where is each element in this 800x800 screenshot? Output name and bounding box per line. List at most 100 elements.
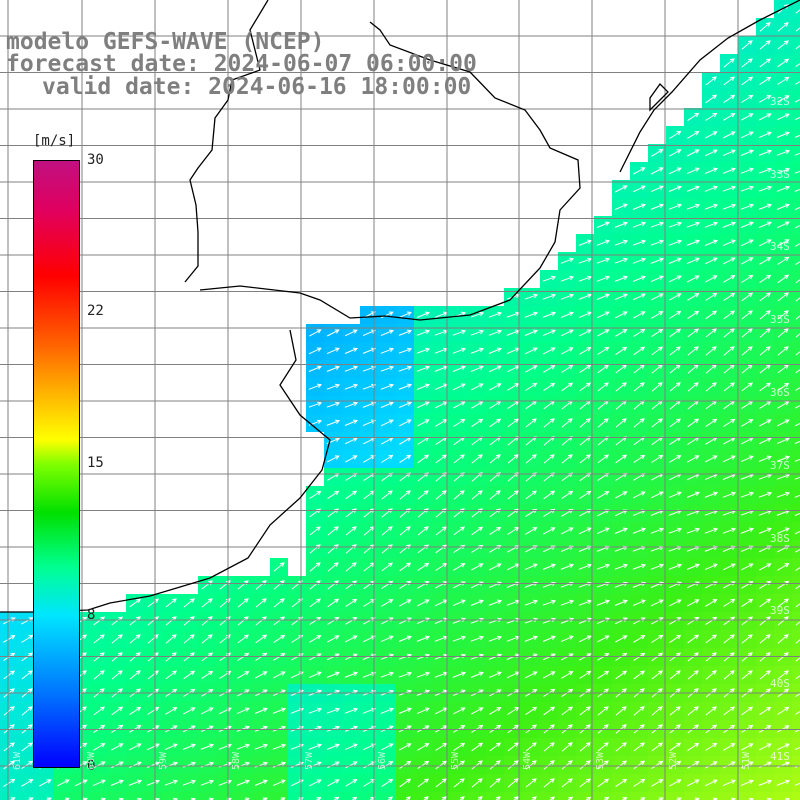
wind-arrow <box>471 418 484 428</box>
wind-arrow <box>722 239 736 247</box>
wind-arrow <box>345 562 357 572</box>
wind-arrow <box>183 598 195 608</box>
wind-arrow <box>344 419 358 426</box>
wind-arrow <box>560 293 575 300</box>
lat-label-37s: 37S <box>770 459 790 472</box>
wind-arrow <box>362 365 377 372</box>
wind-arrow <box>362 671 377 678</box>
wind-arrow <box>759 706 772 716</box>
wind-speed-cell <box>522 792 540 800</box>
wind-arrow <box>794 512 800 516</box>
wind-arrow <box>795 675 800 680</box>
wind-arrow <box>650 239 665 246</box>
wind-arrow <box>309 598 322 608</box>
wind-arrow <box>560 617 575 624</box>
wind-arrow <box>471 490 483 500</box>
wind-arrow <box>705 94 718 104</box>
wind-arrow <box>417 562 430 572</box>
wind-arrow <box>344 437 358 445</box>
wind-arrow <box>668 239 683 246</box>
wind-arrow <box>308 383 323 390</box>
wind-speed-cell <box>270 792 288 800</box>
wind-arrow <box>686 563 700 570</box>
wind-arrow <box>255 598 267 608</box>
lon-label-58w: 58W <box>231 751 242 770</box>
wind-speed-cell <box>360 792 378 800</box>
wind-arrow <box>776 455 791 462</box>
wind-arrow <box>722 779 736 787</box>
wind-arrow <box>345 490 358 500</box>
wind-arrow <box>687 599 700 607</box>
wind-arrow <box>741 94 754 103</box>
wind-arrow <box>741 706 754 716</box>
wind-speed-cell <box>792 360 800 378</box>
wind-arrow <box>687 382 699 392</box>
wind-arrow <box>93 634 105 644</box>
wind-arrow <box>561 742 573 752</box>
wind-arrow <box>417 490 429 500</box>
wind-arrow <box>543 418 555 428</box>
wind-arrow <box>453 401 466 409</box>
wind-arrow <box>633 742 645 752</box>
wind-arrow <box>398 311 412 319</box>
wind-arrow <box>435 490 447 500</box>
wind-arrow <box>27 797 34 800</box>
lat-label-36s: 36S <box>770 386 790 399</box>
wind-arrow <box>543 527 556 535</box>
wind-arrow <box>704 221 719 228</box>
wind-arrow <box>777 634 789 644</box>
wind-arrow <box>597 760 609 770</box>
wind-arrow <box>208 797 215 800</box>
wind-arrow <box>705 418 718 428</box>
wind-arrow <box>614 599 628 606</box>
wind-arrow <box>525 527 538 535</box>
wind-arrow <box>687 328 700 338</box>
wind-arrow <box>650 257 665 264</box>
wind-arrow <box>542 563 556 570</box>
wind-arrow <box>741 310 753 320</box>
wind-arrow <box>273 634 286 644</box>
wind-arrow <box>164 743 178 751</box>
wind-speed-cell <box>558 792 576 800</box>
wind-arrow <box>21 670 33 680</box>
wind-arrow <box>398 365 413 372</box>
wind-arrow <box>308 743 323 750</box>
wind-arrow <box>579 760 591 770</box>
wind-arrow <box>777 40 789 50</box>
wind-arrow <box>597 329 610 337</box>
wind-arrow <box>344 401 359 408</box>
wind-arrow <box>651 418 663 428</box>
wind-arrow <box>794 134 800 138</box>
wind-arrow <box>795 9 800 14</box>
wind-arrow <box>561 490 574 500</box>
wind-arrow <box>147 598 160 608</box>
wind-arrow <box>459 796 465 800</box>
wind-arrow <box>705 275 718 283</box>
wind-arrow <box>495 796 501 800</box>
wind-arrow <box>776 491 791 498</box>
wind-arrow <box>777 22 789 32</box>
wind-arrow <box>399 760 412 769</box>
wind-arrow <box>561 454 573 464</box>
wind-arrow <box>794 116 800 121</box>
wind-arrow <box>381 454 394 463</box>
wind-arrow <box>632 491 646 499</box>
wind-arrow <box>758 743 772 751</box>
wind-arrow <box>327 490 340 500</box>
wind-arrow <box>200 779 215 786</box>
wind-arrow <box>723 598 736 607</box>
wind-arrow <box>794 188 800 192</box>
wind-arrow <box>273 598 285 608</box>
wind-arrow <box>525 778 537 788</box>
wind-arrow <box>452 365 466 372</box>
lon-label-52w: 52W <box>668 751 679 770</box>
wind-arrow <box>615 418 627 428</box>
wind-arrow <box>416 329 431 336</box>
wind-arrow <box>794 170 800 174</box>
wind-arrow <box>524 563 538 571</box>
wind-arrow <box>596 635 610 643</box>
wind-arrow <box>686 185 700 192</box>
wind-arrow <box>633 454 646 464</box>
wind-speed-cell <box>180 792 198 800</box>
wind-arrow <box>705 112 718 121</box>
